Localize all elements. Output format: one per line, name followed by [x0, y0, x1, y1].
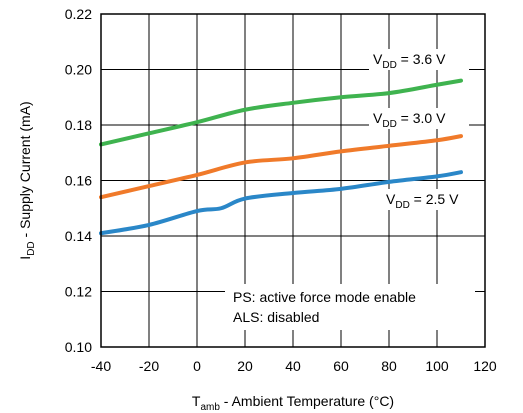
note-ps: PS: active force mode enable [233, 289, 416, 305]
x-tick-label: 20 [237, 358, 253, 374]
plot-frame [100, 13, 486, 348]
series-label-2v5: VDD = 2.5 V [386, 191, 459, 211]
series-label-bg [369, 49, 469, 70]
y-tick-label: 0.18 [65, 117, 92, 133]
plot-border [100, 13, 486, 348]
y-tick-label: 0.10 [65, 339, 92, 355]
series-line-3v0 [99, 134, 463, 200]
y-tick-label: 0.14 [65, 228, 92, 244]
x-axis-title: Tamb - Ambient Temperature (°C) [192, 393, 394, 413]
series-lines [99, 78, 463, 236]
note-als: ALS: disabled [233, 309, 319, 325]
x-tick-label: 120 [473, 358, 497, 374]
y-tick-label: 0.22 [65, 6, 92, 22]
x-tick-label: 60 [333, 358, 349, 374]
note-box: PS: active force mode enable ALS: disable… [225, 284, 475, 330]
y-tick-label: 0.16 [65, 173, 92, 189]
tick-labels: -40 -20 0 20 40 60 80 100 120 0.10 0.12 0.14 0.16 0.1… [65, 6, 497, 374]
series-label-3v0: VDD = 3.0 V [373, 110, 446, 130]
x-tick-label: -20 [139, 358, 159, 374]
series-line-3v6 [99, 78, 463, 147]
y-axis-title: IDD - Supply Current (mA) [17, 101, 37, 259]
series-labels: VDD = 3.6 V VDD = 3.0 V VDD = 2.5 V [369, 49, 482, 211]
y-tick-label: 0.20 [65, 62, 92, 78]
series-label-3v6: VDD = 3.6 V [373, 51, 446, 71]
y-tick-label: 0.12 [65, 284, 92, 300]
x-tick-label: 100 [425, 358, 449, 374]
x-tick-label: 80 [381, 358, 397, 374]
series-label-bg [369, 108, 469, 129]
series-label-bg [382, 189, 482, 210]
note-background [225, 284, 475, 330]
axis-titles: Tamb - Ambient Temperature (°C) IDD - Sup… [17, 101, 394, 413]
x-tick-label: 0 [193, 358, 201, 374]
x-tick-label: -40 [91, 358, 111, 374]
x-tick-label: 40 [285, 358, 301, 374]
series-line-2v5 [99, 170, 463, 236]
